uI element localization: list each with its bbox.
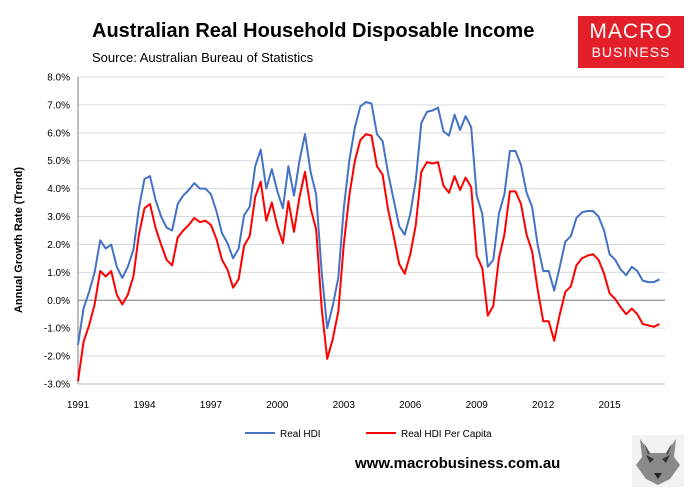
series-real-hdi (77, 101, 660, 346)
logo-line-1: MACRO (589, 20, 673, 43)
x-tick-label: 2006 (399, 400, 422, 411)
series-real-hdi-per-capita (77, 133, 660, 382)
wolf-logo-icon (632, 435, 684, 487)
y-tick-label: 0.0% (47, 296, 70, 307)
legend: Real HDI Real HDI Per Capita (245, 429, 492, 440)
y-tick-label: 3.0% (47, 212, 70, 223)
y-tick-label: 5.0% (47, 156, 70, 167)
x-tick-label: 2015 (598, 400, 621, 411)
axes (77, 77, 665, 385)
x-tick-label: 1994 (133, 400, 156, 411)
y-tick-label: -2.0% (44, 352, 70, 363)
x-tick-label: 1991 (67, 400, 90, 411)
chart-title: Australian Real Household Disposable Inc… (92, 20, 535, 42)
x-tick-label: 1997 (200, 400, 223, 411)
chart-subtitle: Source: Australian Bureau of Statistics (92, 50, 314, 65)
y-tick-label: -3.0% (44, 380, 70, 391)
x-tick-label: 2009 (466, 400, 489, 411)
y-axis-title: Annual Growth Rate (Trend) (13, 167, 25, 313)
logo-line-2: BUSINESS (591, 44, 671, 60)
x-axis-tick-labels: 1991 1994 1997 2000 2003 2006 2009 2012 2015 (67, 400, 621, 411)
x-tick-label: 2012 (532, 400, 555, 411)
website-url[interactable]: www.macrobusiness.com.au (355, 455, 561, 472)
y-tick-label: 1.0% (47, 268, 70, 279)
gridlines (78, 76, 665, 385)
y-tick-label: 4.0% (47, 184, 70, 195)
y-tick-label: 8.0% (47, 73, 70, 84)
y-tick-label: -1.0% (44, 324, 70, 335)
y-tick-label: 2.0% (47, 240, 70, 251)
legend-label: Real HDI (280, 429, 321, 440)
x-tick-label: 2003 (333, 400, 356, 411)
y-tick-label: 7.0% (47, 100, 70, 111)
legend-label: Real HDI Per Capita (401, 429, 492, 440)
y-tick-label: 6.0% (47, 128, 70, 139)
y-axis-tick-labels: -3.0% -2.0% -1.0% 0.0% 1.0% 2.0% 3.0% 4.0% 5.0% 6… (44, 73, 70, 391)
data-series (77, 101, 660, 382)
macrobusiness-logo[interactable]: MACRO BUSINESS (578, 16, 684, 68)
x-tick-label: 2000 (266, 400, 289, 411)
